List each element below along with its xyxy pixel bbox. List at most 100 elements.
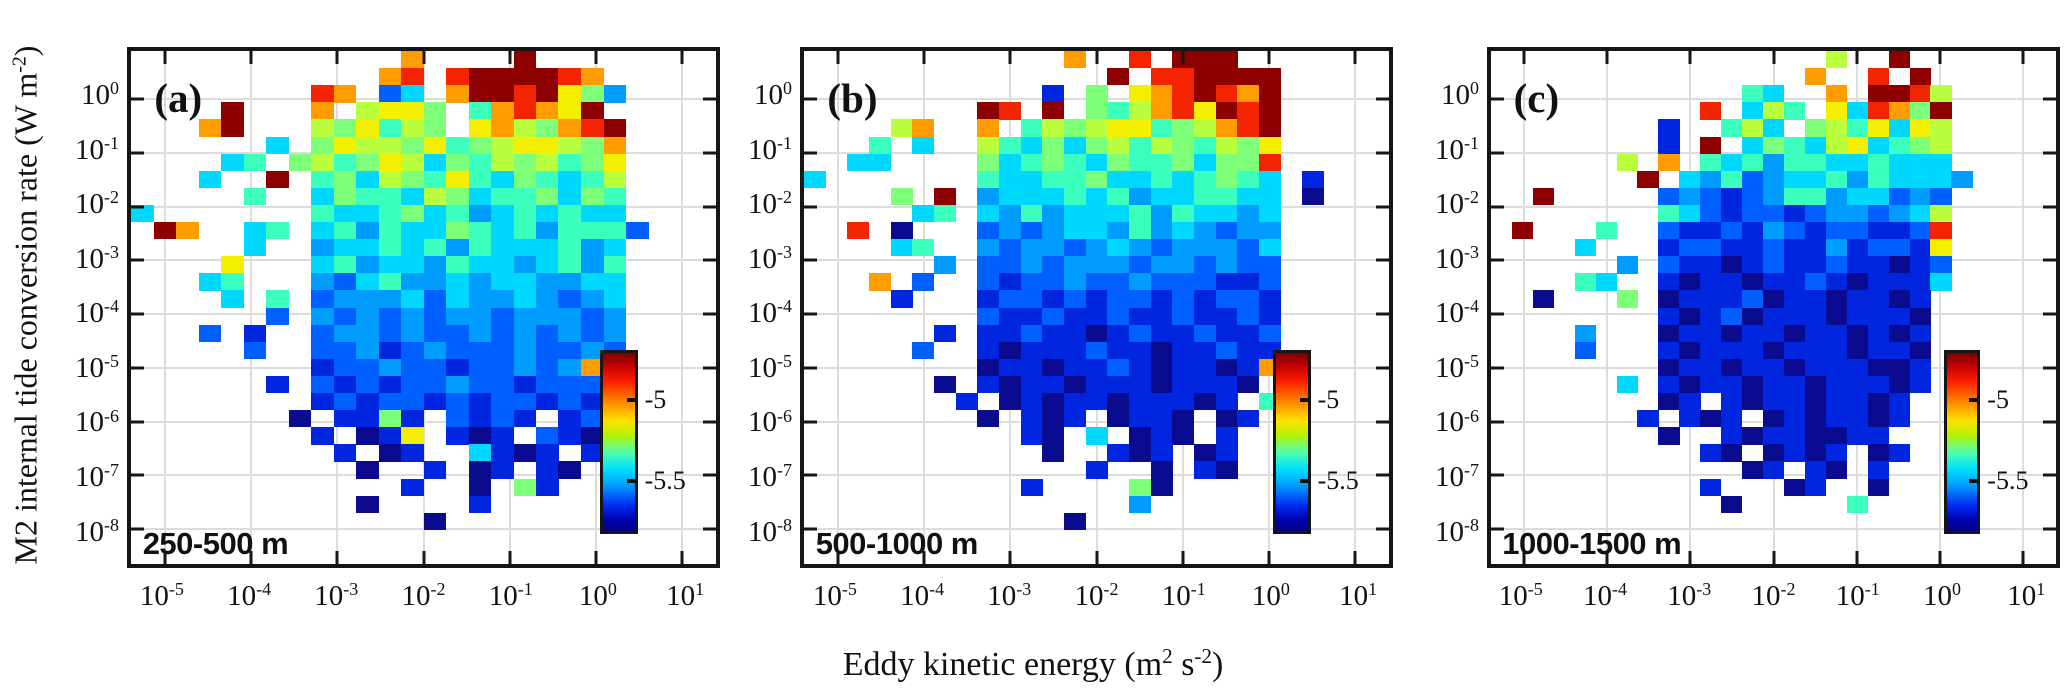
heatmap-cell (1888, 307, 1910, 325)
heatmap-cell (558, 119, 582, 137)
heatmap-cell (1574, 273, 1596, 291)
heatmap-cell (378, 375, 402, 394)
heatmap-cell (1215, 204, 1238, 223)
axis-tick (703, 312, 716, 316)
heatmap-cell (1063, 204, 1086, 223)
heatmap-cell (999, 222, 1021, 240)
heatmap-cell (1107, 256, 1130, 274)
heatmap-cell (1595, 273, 1617, 291)
heatmap-cell (1888, 444, 1910, 462)
heatmap-cell (1846, 324, 1868, 342)
heatmap-cell (1085, 119, 1108, 137)
heatmap-cell (1215, 187, 1238, 206)
gridline-vertical (250, 51, 253, 564)
heatmap-cell (423, 512, 447, 531)
heatmap-cell (1763, 444, 1785, 462)
heatmap-cell (1237, 239, 1260, 257)
depth-range-label: 250-500 m (142, 526, 289, 561)
heatmap-cell (333, 358, 357, 377)
heatmap-cell (513, 204, 537, 223)
heatmap-cell (356, 119, 379, 137)
y-tick-label: 10-2 (748, 187, 792, 221)
heatmap-cell (1888, 410, 1910, 428)
heatmap-cell (1107, 222, 1130, 240)
axis-tick (1095, 551, 1098, 564)
heatmap-cell (378, 102, 402, 120)
axis-tick (804, 258, 817, 262)
heatmap-cell (1129, 51, 1151, 69)
heatmap-cell (1215, 85, 1238, 103)
heatmap-cell (311, 358, 334, 377)
heatmap-cell (333, 136, 357, 154)
heatmap-cell (1742, 273, 1764, 291)
heatmap-cell (999, 393, 1021, 411)
heatmap-cell (999, 187, 1021, 206)
heatmap-cell (1700, 358, 1722, 377)
heatmap-cell (1825, 273, 1848, 291)
x-tick-label: 10-4 (227, 579, 272, 612)
heatmap-cell (1804, 358, 1827, 377)
y-tick-label: 10-6 (748, 405, 792, 439)
axis-tick (2043, 312, 2056, 316)
heatmap-cell (311, 153, 334, 171)
heatmap-cell (1679, 393, 1701, 411)
heatmap-cell (491, 290, 514, 308)
heatmap-cell (1302, 187, 1325, 206)
heatmap-cell (1763, 136, 1785, 154)
heatmap-cell (1679, 273, 1701, 291)
heatmap-cell (1063, 375, 1086, 394)
heatmap-cell (1783, 375, 1806, 394)
heatmap-cell (221, 256, 244, 274)
heatmap-cell (491, 461, 514, 479)
heatmap-cell (1020, 170, 1043, 189)
heatmap-cell (1825, 239, 1848, 257)
heatmap-cell (999, 256, 1021, 274)
heatmap-cell (581, 358, 604, 377)
x-tick-label: 101 (2007, 579, 2046, 612)
x-tick-label: 10-5 (1498, 579, 1543, 612)
heatmap-cell (1063, 410, 1086, 428)
heatmap-cell (1658, 375, 1680, 394)
heatmap-cell (446, 85, 469, 103)
heatmap-cell (1804, 68, 1827, 86)
heatmap-cell (1172, 153, 1195, 171)
heatmap-cell (1237, 187, 1260, 206)
heatmap-cell (378, 136, 402, 154)
heatmap-cell (1700, 153, 1722, 171)
heatmap-cell (1150, 102, 1173, 120)
axis-tick (335, 51, 339, 64)
heatmap-cell (1107, 273, 1130, 291)
heatmap-cell (1237, 341, 1260, 360)
heatmap-cell (603, 187, 627, 206)
heatmap-cell (558, 222, 582, 240)
heatmap-cell (491, 324, 514, 342)
heatmap-cell (558, 427, 582, 445)
heatmap-cell (1825, 375, 1848, 394)
heatmap-cell (1742, 307, 1764, 325)
heatmap-cell (1259, 68, 1281, 86)
axis-tick (1605, 551, 1609, 564)
heatmap-cell (1215, 239, 1238, 257)
heatmap-cell (491, 410, 514, 428)
heatmap-cell (1259, 136, 1281, 154)
heatmap-cell (1020, 410, 1043, 428)
heatmap-cell (1763, 358, 1785, 377)
gridline-vertical (1523, 51, 1526, 564)
x-tick-label: 10-2 (401, 579, 446, 612)
heatmap-cell (468, 358, 492, 377)
heatmap-cell (536, 375, 559, 394)
gridline-vertical (1938, 51, 1941, 564)
heatmap-cell (1846, 427, 1868, 445)
axis-tick (1267, 551, 1271, 564)
heatmap-cell (1909, 307, 1931, 325)
heatmap-cell (1574, 239, 1596, 257)
heatmap-cell (1194, 51, 1216, 69)
heatmap-cell (558, 410, 582, 428)
heatmap-cell (491, 187, 514, 206)
heatmap-cell (977, 307, 1000, 325)
heatmap-cell (1172, 290, 1195, 308)
axis-tick (131, 366, 144, 370)
heatmap-cell (868, 153, 891, 171)
heatmap-cell (1763, 222, 1785, 240)
heatmap-cell (1825, 222, 1848, 240)
